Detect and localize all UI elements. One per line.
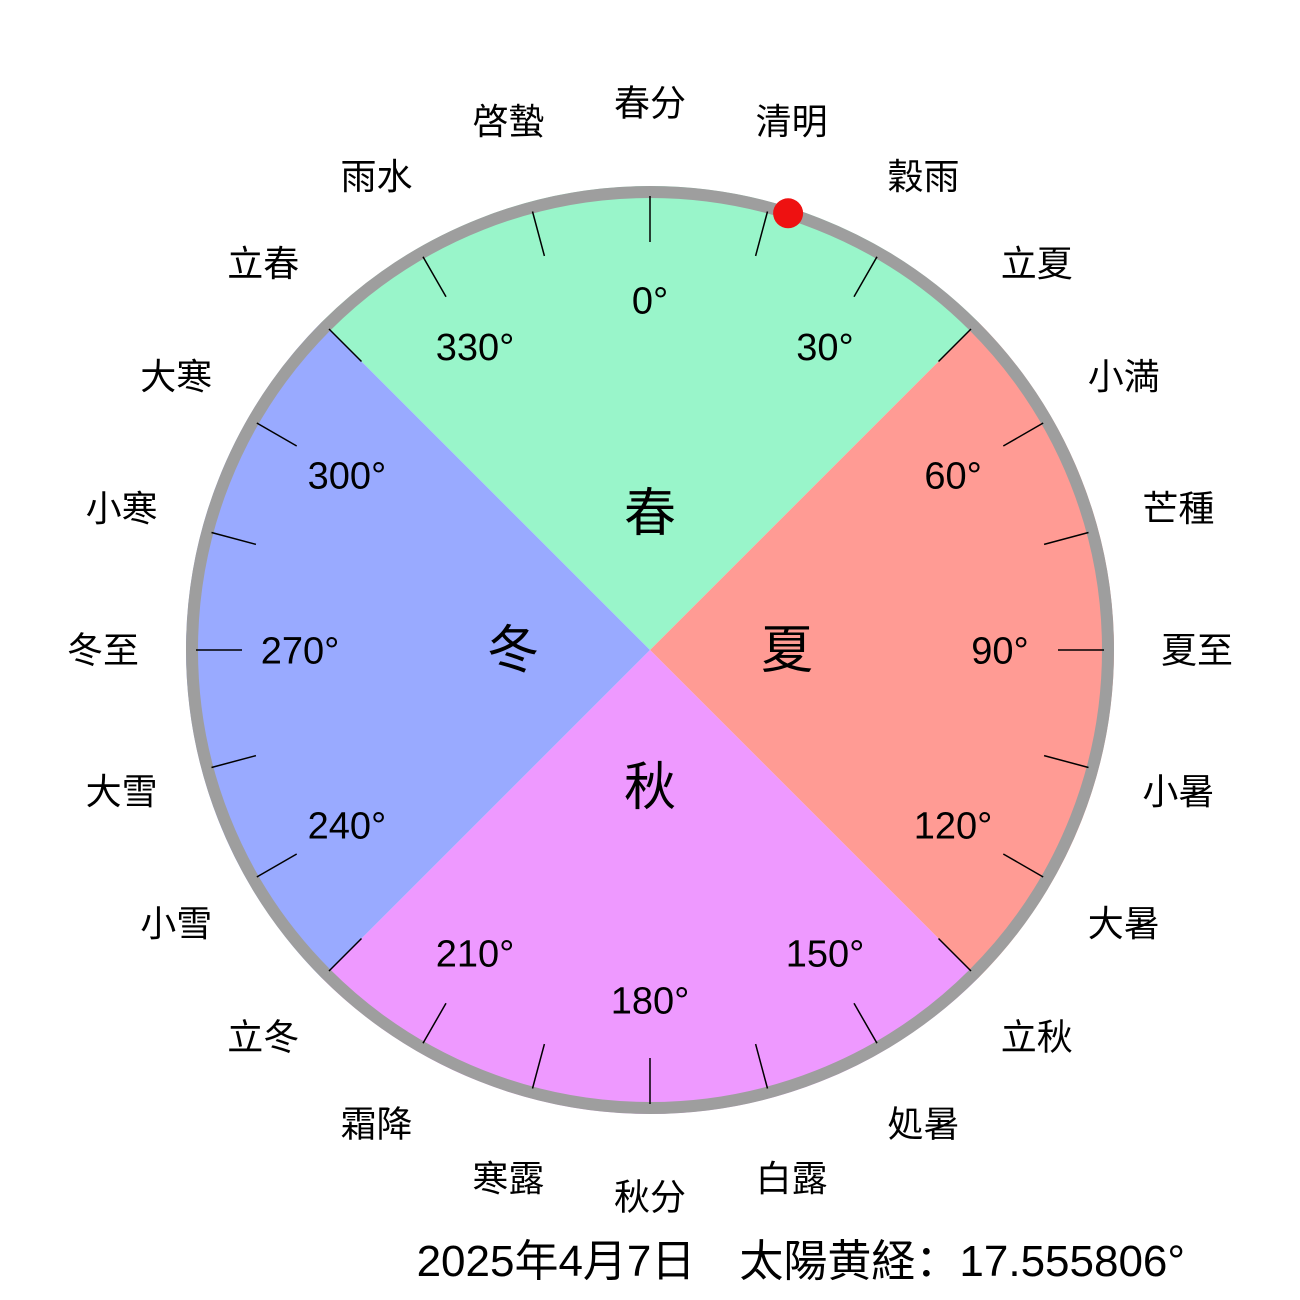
season-label: 秋: [624, 759, 676, 817]
season-label: 夏: [761, 622, 813, 680]
solar-term-label: 冬至: [67, 630, 139, 671]
solar-term-label: 大雪: [86, 771, 158, 812]
season-wedge: [650, 321, 1115, 979]
degree-tick: [256, 422, 298, 447]
solar-term-label: 小寒: [86, 488, 158, 529]
degree-tick: [937, 937, 972, 972]
degree-labels: 0° 30° 60° 90° 120° 150° 180° 210° 240° 270° 300° 3…: [261, 280, 1029, 1022]
degree-label: 330°: [436, 327, 515, 369]
degree-tick: [531, 211, 546, 257]
degree-tick: [256, 853, 298, 878]
caption: 2025年4月7日 太陽黄経：17.555806°: [416, 1237, 1185, 1286]
degree-ticks: [196, 196, 1104, 1104]
solar-term-label: 大寒: [140, 356, 212, 397]
degree-label: 210°: [436, 933, 515, 975]
degree-tick: [1043, 531, 1089, 546]
solar-term-label: 霜降: [340, 1103, 412, 1144]
degree-tick: [422, 256, 447, 298]
degree-tick: [328, 328, 363, 363]
degree-tick: [754, 1043, 769, 1089]
outer-ring: [186, 186, 1114, 1114]
degree-label: 90°: [971, 630, 1028, 672]
degree-tick: [422, 1002, 447, 1044]
degree-tick: [328, 937, 363, 972]
season-labels: 春夏秋 冬: [487, 485, 813, 817]
degree-tick: [754, 211, 769, 257]
solar-term-label: 寒露: [472, 1158, 544, 1199]
degree-label: 240°: [308, 805, 387, 847]
degree-tick: [211, 754, 257, 769]
degree-tick: [1002, 422, 1044, 447]
solar-term-label: 雨水: [340, 156, 412, 197]
degree-label: 60°: [924, 455, 981, 497]
solar-term-label: 処暑: [887, 1103, 959, 1144]
solar-term-label: 清明: [756, 101, 828, 142]
solar-term-label: 白露: [756, 1158, 828, 1199]
solar-term-label: 小雪: [140, 903, 212, 944]
season-wedge: [321, 650, 979, 1115]
degree-tick: [531, 1043, 546, 1089]
season-label: 冬: [487, 622, 539, 680]
solar-term-label: 立秋: [1001, 1016, 1073, 1057]
solar-term-label: 立冬: [227, 1016, 299, 1057]
degree-tick: [937, 328, 972, 363]
degree-label: 300°: [308, 455, 387, 497]
degree-label: 270°: [261, 630, 340, 672]
solar-term-label: 大暑: [1088, 903, 1160, 944]
season-wedges: [185, 185, 1115, 1115]
degree-label: 120°: [914, 805, 993, 847]
season-wedge: [185, 321, 650, 979]
solar-term-label: 夏至: [1161, 630, 1233, 671]
degree-label: 30°: [796, 327, 853, 369]
solar-term-label: 立春: [227, 243, 299, 284]
solar-term-label: 芒種: [1142, 488, 1214, 529]
degree-label: 0°: [632, 280, 668, 322]
degree-tick: [853, 1002, 878, 1044]
solar-term-label: 立夏: [1001, 243, 1073, 284]
solar-term-label: 小満: [1088, 356, 1160, 397]
degree-tick: [1002, 853, 1044, 878]
solar-term-label: 啓蟄: [472, 101, 544, 142]
degree-label: 180°: [611, 980, 690, 1022]
season-label: 春: [624, 485, 676, 543]
solar-term-label: 穀雨: [887, 156, 959, 197]
degree-tick: [853, 256, 878, 298]
degree-tick: [1043, 754, 1089, 769]
degree-tick: [211, 531, 257, 546]
outer-ring-circle: [186, 186, 1114, 1114]
sun-position-marker: [773, 198, 804, 229]
solar-term-label: 小暑: [1142, 771, 1214, 812]
season-wedge: [321, 185, 979, 650]
solar-term-label: 秋分: [614, 1177, 686, 1218]
solar-term-label: 春分: [614, 83, 686, 124]
degree-label: 150°: [786, 933, 865, 975]
sun-position-group: [773, 198, 804, 229]
